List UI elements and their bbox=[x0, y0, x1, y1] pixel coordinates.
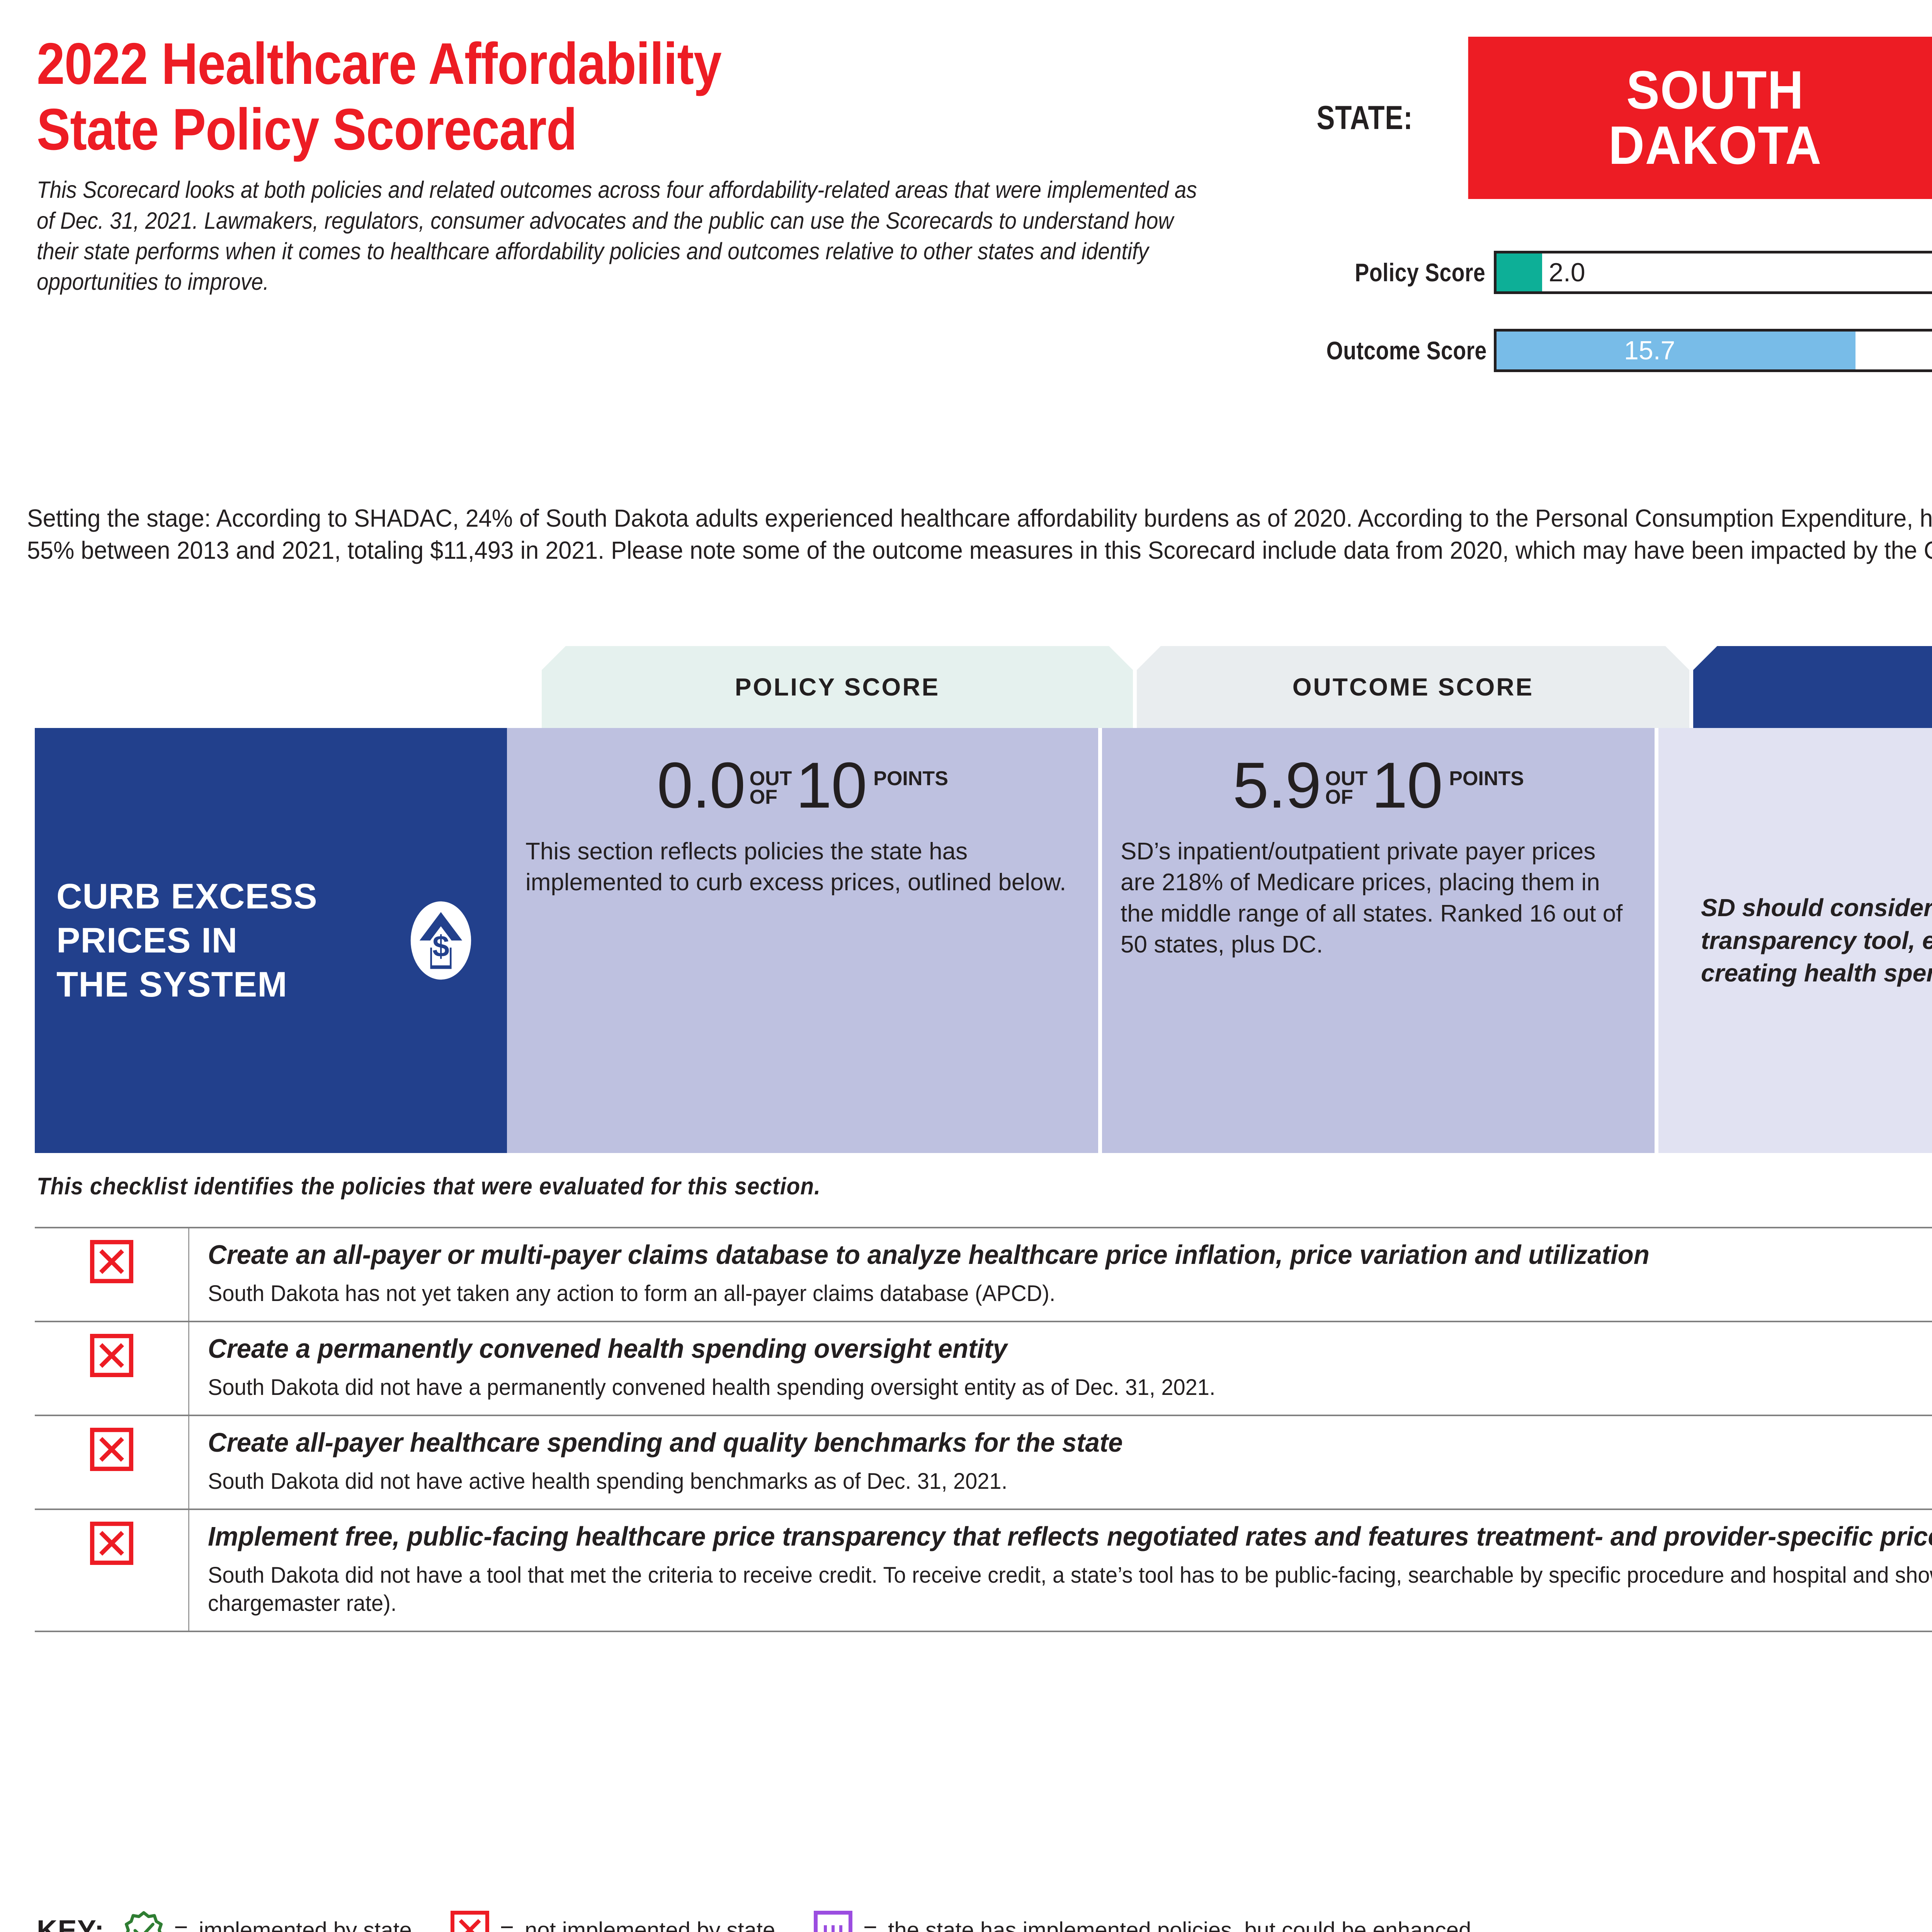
checklist-text-cell: Create a permanently convened health spe… bbox=[189, 1322, 1932, 1415]
checklist-text-cell: Create all-payer healthcare spending and… bbox=[189, 1416, 1932, 1509]
checklist-item-desc: South Dakota did not have active health … bbox=[208, 1469, 1008, 1494]
outcome-outof-out: OUT bbox=[1325, 767, 1368, 790]
dotted-box-icon bbox=[814, 1911, 853, 1932]
tab-policy-score[interactable]: POLICY SCORE bbox=[542, 646, 1133, 728]
checklist-item-title: Create an all-payer or multi-payer claim… bbox=[208, 1240, 1650, 1270]
policy-checklist: Create an all-payer or multi-payer claim… bbox=[35, 1227, 1932, 1633]
checklist-status-cell bbox=[35, 1228, 189, 1321]
checklist-item-desc: South Dakota did not have a tool that me… bbox=[208, 1563, 1932, 1616]
recommendations-text: SD should consider creating a robust APC… bbox=[1701, 894, 1932, 987]
checklist-text-cell: Implement free, public-facing healthcare… bbox=[189, 1510, 1932, 1631]
state-name-badge: SOUTH DAKOTA bbox=[1468, 37, 1932, 199]
key-equals: = bbox=[863, 1917, 878, 1932]
key-item-label: not implemented by state bbox=[525, 1917, 776, 1932]
section-title: CURB EXCESS PRICES IN THE SYSTEM bbox=[56, 876, 318, 1005]
outcome-score-row: Outcome Score 15.7 out of 40 bbox=[1294, 321, 1932, 379]
checklist-note: This checklist identifies the policies t… bbox=[37, 1173, 821, 1200]
legend-key: KEY: = implemented by state = not implem… bbox=[37, 1905, 1510, 1932]
section-outcome-column: 5.9 OUT OF 10 POINTS SD’s inpatient/outpa… bbox=[1102, 728, 1655, 1153]
section-title-block: CURB EXCESS PRICES IN THE SYSTEM $ bbox=[35, 728, 507, 1153]
checklist-text-cell: Create an all-payer or multi-payer claim… bbox=[189, 1228, 1932, 1321]
outcome-score-label: Outcome Score bbox=[1326, 336, 1487, 365]
policy-score-value: 2.0 bbox=[1549, 258, 1585, 287]
table-row: Create all-payer healthcare spending and… bbox=[35, 1415, 1932, 1509]
setting-the-stage-paragraph: Setting the stage: According to SHADAC, … bbox=[27, 504, 1932, 565]
outcome-section-value: 5.9 bbox=[1233, 749, 1321, 821]
section-tabs: POLICY SCORE OUTCOME SCORE RECOMMENDATIO… bbox=[35, 646, 1932, 728]
policy-section-outof: OUT OF bbox=[749, 767, 792, 808]
outcome-section-score: 5.9 OUT OF 10 POINTS bbox=[1121, 748, 1636, 829]
policy-section-value: 0.0 bbox=[657, 749, 746, 821]
key-equals: = bbox=[174, 1917, 188, 1932]
outcome-section-max: 10 bbox=[1371, 749, 1443, 821]
svg-text:$: $ bbox=[432, 929, 449, 963]
x-box-icon bbox=[90, 1428, 133, 1471]
policy-score-label: Policy Score bbox=[1355, 258, 1486, 287]
table-row: Create a permanently convened health spe… bbox=[35, 1321, 1932, 1415]
outcome-score-track: 15.7 out of 40 bbox=[1494, 329, 1932, 372]
section-recommendations-column: SD should consider creating a robust APC… bbox=[1658, 728, 1932, 1153]
policy-section-body: This section reflects policies the state… bbox=[526, 838, 1066, 896]
table-row: Create an all-payer or multi-payer claim… bbox=[35, 1227, 1932, 1321]
checklist-item-title: Create all-payer healthcare spending and… bbox=[208, 1427, 1123, 1458]
key-item-implemented: = implemented by state bbox=[124, 1911, 412, 1932]
policy-section-score: 0.0 OUT OF 10 POINTS bbox=[526, 748, 1080, 829]
checklist-item-title: Create a permanently convened health spe… bbox=[208, 1333, 1007, 1364]
key-item-label: implemented by state bbox=[199, 1917, 412, 1932]
tab-recommendations[interactable]: RECOMMENDATIONS bbox=[1693, 646, 1932, 728]
outcome-score-fill bbox=[1497, 332, 1855, 369]
policy-outof-out: OUT bbox=[749, 767, 792, 790]
page-title: 2022 Healthcare Affordability State Polic… bbox=[37, 31, 1067, 162]
policy-outof-of: OF bbox=[749, 786, 777, 808]
policy-score-row: Policy Score 2.0 out of 40 bbox=[1294, 243, 1932, 301]
checklist-item-desc: South Dakota did not have a permanently … bbox=[208, 1375, 1216, 1400]
title-block: 2022 Healthcare Affordability State Polic… bbox=[37, 31, 1235, 298]
key-item-could-be-enhanced: = the state has implemented policies, bu… bbox=[814, 1911, 1471, 1932]
outcome-section-outof: OUT OF bbox=[1325, 767, 1368, 808]
outcome-section-body: SD’s inpatient/outpatient private payer … bbox=[1121, 838, 1623, 958]
key-item-label: the state has implemented policies, but … bbox=[888, 1917, 1471, 1932]
x-box-icon bbox=[450, 1911, 489, 1932]
outcome-score-value: 15.7 bbox=[1624, 336, 1675, 365]
key-label: KEY: bbox=[37, 1914, 105, 1932]
checklist-status-cell bbox=[35, 1416, 189, 1509]
check-badge-icon bbox=[125, 1911, 163, 1932]
policy-score-fill bbox=[1497, 253, 1543, 291]
policy-section-points-word: POINTS bbox=[873, 767, 948, 790]
page-title-line2: State Policy Scorecard bbox=[37, 97, 577, 163]
intro-paragraph: This Scorecard looks at both policies an… bbox=[37, 177, 1197, 295]
x-box-icon bbox=[90, 1334, 133, 1378]
policy-section-max: 10 bbox=[796, 749, 867, 821]
dollar-arrow-up-icon: $ bbox=[410, 901, 471, 980]
checklist-item-desc: South Dakota has not yet taken any actio… bbox=[208, 1281, 1056, 1306]
checklist-status-cell bbox=[35, 1322, 189, 1415]
checklist-status-cell bbox=[35, 1510, 189, 1631]
x-box-icon bbox=[90, 1522, 133, 1565]
outcome-outof-of: OF bbox=[1325, 786, 1353, 808]
policy-score-track: 2.0 out of 40 bbox=[1494, 251, 1932, 294]
section-panel: CURB EXCESS PRICES IN THE SYSTEM $ 0.0 O… bbox=[35, 728, 1932, 1153]
table-row: Implement free, public-facing healthcare… bbox=[35, 1509, 1932, 1633]
state-name-line2: DAKOTA bbox=[1608, 115, 1822, 175]
score-bars: Policy Score 2.0 out of 40 Outcome Score… bbox=[1294, 243, 1932, 379]
checklist-item-title: Implement free, public-facing healthcare… bbox=[208, 1521, 1932, 1552]
key-equals: = bbox=[500, 1917, 514, 1932]
section-policy-column: 0.0 OUT OF 10 POINTS This section reflect… bbox=[507, 728, 1098, 1153]
page-header: 2022 Healthcare Affordability State Polic… bbox=[0, 0, 1932, 448]
page-title-line1: 2022 Healthcare Affordability bbox=[37, 31, 722, 97]
outcome-section-points-word: POINTS bbox=[1449, 767, 1524, 790]
state-rank-row: STATE: SOUTH DAKOTA RANK: 48 out of 50 s… bbox=[1306, 37, 1932, 199]
tab-outcome-score[interactable]: OUTCOME SCORE bbox=[1137, 646, 1689, 728]
state-label: STATE: bbox=[1316, 99, 1413, 136]
x-box-icon bbox=[90, 1240, 133, 1283]
key-item-not-implemented: = not implemented by state bbox=[450, 1911, 776, 1932]
state-name-line1: SOUTH bbox=[1626, 60, 1804, 121]
